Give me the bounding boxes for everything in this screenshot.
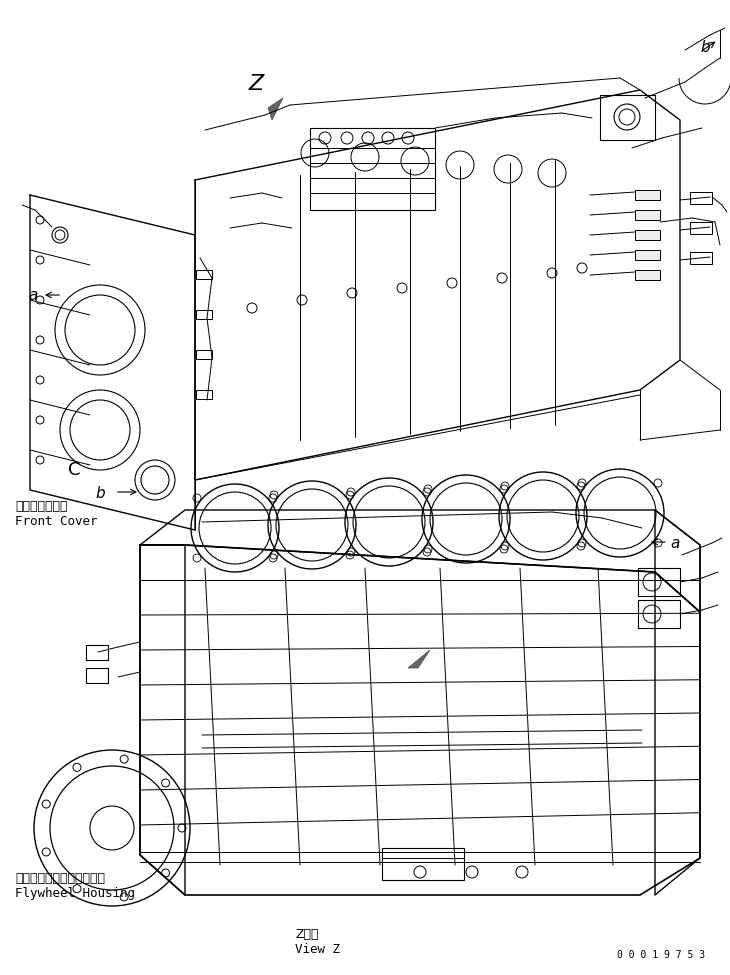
Bar bbox=[638, 568, 680, 596]
Bar bbox=[635, 210, 660, 220]
Polygon shape bbox=[268, 98, 283, 120]
Bar bbox=[635, 270, 660, 280]
Bar bbox=[196, 310, 212, 319]
Bar bbox=[310, 128, 435, 210]
Bar bbox=[86, 645, 108, 660]
Bar bbox=[690, 222, 712, 234]
Text: Flywheel Housing: Flywheel Housing bbox=[15, 887, 135, 900]
Text: Z　視: Z 視 bbox=[295, 928, 318, 941]
Bar bbox=[382, 848, 464, 880]
Bar bbox=[196, 350, 212, 359]
Text: a: a bbox=[670, 536, 680, 551]
Text: Z: Z bbox=[248, 74, 264, 94]
Bar bbox=[196, 270, 212, 279]
Bar bbox=[635, 230, 660, 240]
Text: フライホイールハウジング: フライホイールハウジング bbox=[15, 872, 105, 885]
Text: Front Cover: Front Cover bbox=[15, 515, 98, 528]
Bar bbox=[600, 95, 655, 140]
Text: 0 0 0 1 9 7 5 3: 0 0 0 1 9 7 5 3 bbox=[617, 950, 705, 960]
Polygon shape bbox=[408, 650, 430, 668]
Bar bbox=[690, 192, 712, 204]
Bar bbox=[690, 252, 712, 264]
Text: View Z: View Z bbox=[295, 943, 340, 956]
Bar bbox=[86, 668, 108, 683]
Text: C: C bbox=[68, 461, 80, 479]
Bar bbox=[635, 250, 660, 260]
Text: フロントカバー: フロントカバー bbox=[15, 500, 67, 513]
Text: a: a bbox=[28, 288, 37, 303]
Text: b: b bbox=[95, 486, 104, 501]
Bar bbox=[635, 190, 660, 200]
Bar bbox=[196, 390, 212, 399]
Text: b: b bbox=[700, 40, 710, 55]
Bar bbox=[638, 600, 680, 628]
